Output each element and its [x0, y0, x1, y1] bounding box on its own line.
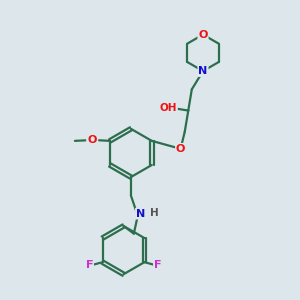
Text: O: O: [87, 135, 96, 145]
Text: O: O: [198, 30, 208, 40]
Text: N: N: [198, 66, 208, 76]
Text: N: N: [136, 208, 145, 219]
Text: F: F: [154, 260, 161, 269]
Text: F: F: [85, 260, 93, 269]
Text: H: H: [150, 208, 159, 218]
Text: OH: OH: [160, 103, 177, 113]
Text: O: O: [176, 144, 185, 154]
